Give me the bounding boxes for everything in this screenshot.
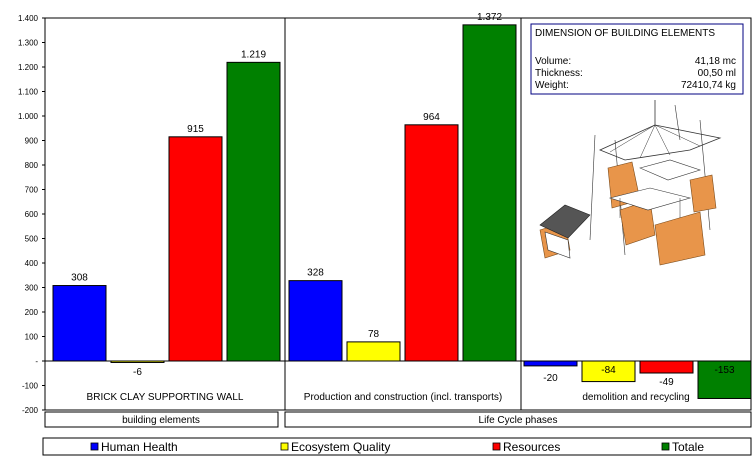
roof-rib bbox=[654, 124, 701, 147]
pole bbox=[589, 134, 596, 241]
info-box: DIMENSION OF BUILDING ELEMENTS Volume: 4… bbox=[530, 23, 744, 95]
y-tick-label: 1.300 bbox=[18, 39, 39, 48]
data-label-totale-0: 1.219 bbox=[241, 49, 266, 60]
bar-resources-2 bbox=[639, 360, 694, 374]
bar-totale-0 bbox=[226, 61, 281, 362]
info-label-thickness: Thickness: bbox=[535, 68, 583, 79]
wall-panel bbox=[689, 174, 717, 213]
roof-canopy bbox=[598, 124, 722, 161]
info-label-weight: Weight: bbox=[535, 80, 569, 91]
info-value-thickness: 00,50 ml bbox=[698, 68, 736, 79]
legend-label-resources: Resources bbox=[503, 440, 560, 454]
roof-rib bbox=[654, 124, 671, 156]
group-box-building-elements bbox=[44, 411, 279, 428]
category-label-demolition: demolition and recycling bbox=[582, 392, 689, 403]
data-label-resources-2: -49 bbox=[659, 377, 674, 388]
info-value-weight: 72410,74 kg bbox=[681, 80, 736, 91]
bar-human-health-0 bbox=[52, 285, 107, 362]
bar-ecosystem-quality-0 bbox=[110, 360, 165, 363]
info-label-volume: Volume: bbox=[535, 56, 571, 67]
category-label-production: Production and construction (incl. trans… bbox=[304, 392, 502, 403]
data-label-ecosystem-quality-1: 78 bbox=[368, 329, 380, 340]
bar-totale-2 bbox=[697, 360, 752, 399]
bar-resources-1 bbox=[404, 124, 459, 362]
roof-rib bbox=[639, 124, 656, 159]
legend-swatch-human-health bbox=[90, 442, 99, 451]
roof-rib bbox=[609, 124, 656, 153]
building-skeleton-3d-icon bbox=[539, 100, 722, 266]
y-tick-label: 100 bbox=[25, 333, 39, 342]
pole bbox=[699, 119, 711, 231]
data-label-human-health-1: 328 bbox=[307, 268, 324, 279]
y-tick-label: 300 bbox=[25, 284, 39, 293]
module-wall bbox=[544, 231, 571, 259]
legend: Human Health Ecosystem Quality Resources To… bbox=[90, 440, 704, 454]
y-tick-label: -100 bbox=[22, 382, 39, 391]
y-tick-label: 1.100 bbox=[18, 88, 39, 97]
y-tick-label: 700 bbox=[25, 186, 39, 195]
y-tick-label: 400 bbox=[25, 259, 39, 268]
y-tick-label: -200 bbox=[22, 406, 39, 415]
y-tick-label: 900 bbox=[25, 137, 39, 146]
data-label-human-health-0: 308 bbox=[71, 273, 88, 284]
y-tick-label: 1.400 bbox=[18, 14, 39, 23]
bar-resources-0 bbox=[168, 136, 223, 362]
legend-label-human-health: Human Health bbox=[101, 440, 178, 454]
y-tick-label: - bbox=[35, 357, 38, 366]
data-label-resources-0: 915 bbox=[187, 124, 204, 135]
y-tick-label: 200 bbox=[25, 308, 39, 317]
data-label-resources-1: 964 bbox=[423, 112, 440, 123]
data-label-totale-1: 1.372 bbox=[477, 12, 502, 23]
legend-label-totale: Totale bbox=[672, 440, 704, 454]
group-label-life-cycle: Life Cycle phases bbox=[479, 415, 558, 426]
info-value-volume: 41,18 mc bbox=[695, 56, 736, 67]
pole bbox=[674, 104, 681, 141]
legend-label-ecosystem-quality: Ecosystem Quality bbox=[291, 440, 390, 454]
group-box-life-cycle bbox=[284, 411, 752, 428]
info-box-frame bbox=[530, 23, 744, 95]
bar-totale-1 bbox=[462, 24, 517, 362]
y-tick-label: 500 bbox=[25, 235, 39, 244]
y-tick-label: 800 bbox=[25, 161, 39, 170]
bar-ecosystem-quality-1 bbox=[346, 341, 401, 362]
bar-human-health-2 bbox=[523, 360, 578, 367]
module-roof bbox=[539, 204, 591, 239]
legend-swatch-resources bbox=[492, 442, 501, 451]
data-labels: 308 328 -20 -6 78 -84 915 964 -49 1.219 1.372 -153 bbox=[71, 12, 735, 388]
floor-slab bbox=[608, 187, 692, 211]
wall-panel bbox=[654, 211, 706, 266]
info-box-title: DIMENSION OF BUILDING ELEMENTS bbox=[535, 28, 715, 39]
floor-slab bbox=[639, 159, 701, 181]
group-label-building-elements: building elements bbox=[122, 415, 200, 426]
category-label-brick-wall: BRICK CLAY SUPPORTING WALL bbox=[87, 392, 244, 403]
bar-human-health-1 bbox=[288, 280, 343, 362]
y-tick-label: 1.200 bbox=[18, 63, 39, 72]
legend-swatch-totale bbox=[661, 442, 670, 451]
data-label-human-health-2: -20 bbox=[543, 373, 558, 384]
data-label-ecosystem-quality-0: -6 bbox=[133, 367, 142, 378]
bar-series bbox=[52, 24, 752, 399]
bar-ecosystem-quality-2 bbox=[581, 360, 636, 383]
data-label-ecosystem-quality-2: -84 bbox=[601, 365, 616, 376]
legend-box bbox=[42, 437, 752, 456]
y-tick-label: 600 bbox=[25, 210, 39, 219]
legend-swatch-ecosystem-quality bbox=[280, 442, 289, 451]
data-label-totale-2: -153 bbox=[714, 365, 734, 376]
y-tick-label: 1.000 bbox=[18, 112, 39, 121]
